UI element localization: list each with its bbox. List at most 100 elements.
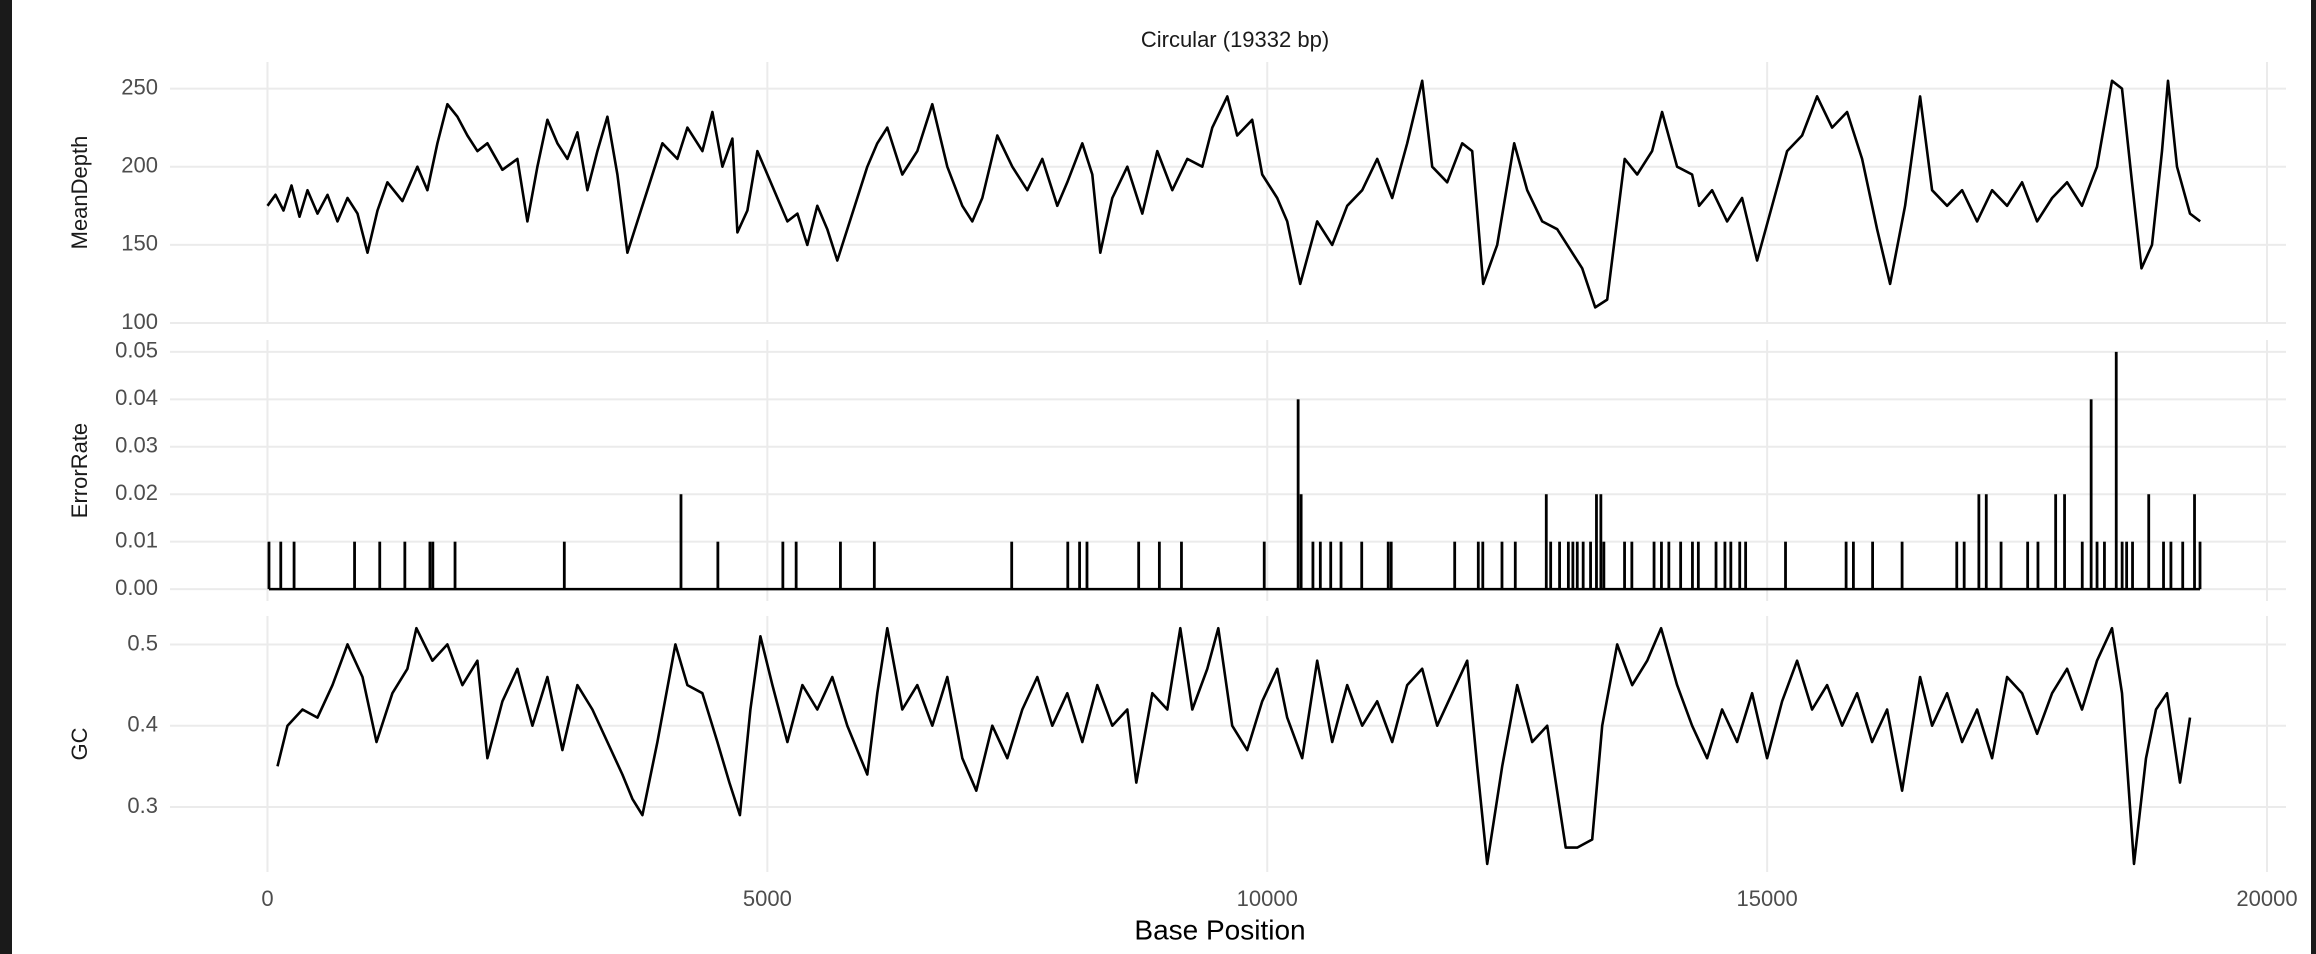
spike <box>453 541 457 590</box>
spike <box>2026 541 2030 590</box>
data-line <box>266 79 2201 309</box>
spike <box>1696 541 1700 590</box>
spike <box>1738 541 1742 590</box>
spike <box>292 541 296 590</box>
spike <box>1844 541 1848 590</box>
spike <box>1581 541 1585 590</box>
spike <box>1386 541 1390 590</box>
data-line <box>276 626 2192 866</box>
spike <box>1589 541 1592 590</box>
spike <box>2080 541 2084 590</box>
x-tick-label: 10000 <box>1237 886 1298 911</box>
spike <box>1329 541 1333 590</box>
spike <box>1476 541 1480 590</box>
spike <box>1296 399 1300 590</box>
spike <box>1955 541 1959 590</box>
y-tick-label: 250 <box>121 74 158 99</box>
y-tick-label: 200 <box>121 153 158 178</box>
spike <box>1500 541 1504 590</box>
spike <box>562 541 566 590</box>
spike <box>1984 494 1988 590</box>
spike <box>1595 494 1598 590</box>
spike <box>1571 541 1575 590</box>
spike <box>1010 541 1014 590</box>
y-tick-label: 0.3 <box>127 793 158 818</box>
spike <box>2114 351 2118 590</box>
y-tick-label: 0.01 <box>115 527 158 552</box>
spike <box>1318 541 1322 590</box>
spike <box>2089 399 2093 590</box>
spike <box>2120 541 2124 590</box>
y-tick-label: 150 <box>121 231 158 256</box>
spike <box>716 541 720 590</box>
spike <box>2193 494 2196 590</box>
spike <box>2095 541 2099 590</box>
spike <box>1999 541 2003 590</box>
spike <box>1852 541 1855 590</box>
spike <box>403 541 407 590</box>
spike <box>353 541 356 590</box>
x-tick-label: 0 <box>261 886 273 911</box>
spike <box>1311 541 1315 590</box>
spike <box>1623 541 1626 590</box>
spike <box>1566 541 1570 590</box>
spike <box>1299 494 1303 590</box>
spike <box>2131 541 2134 590</box>
y-axis-label: GC <box>67 727 92 760</box>
spike <box>2054 494 2058 590</box>
chart-title: Circular (19332 bp) <box>1141 27 1329 52</box>
spike <box>1481 541 1485 590</box>
spike <box>1871 541 1874 590</box>
spike <box>1078 541 1081 590</box>
spike <box>1784 541 1787 590</box>
spike <box>428 541 432 590</box>
spike <box>1962 541 1966 590</box>
spike <box>279 541 283 590</box>
y-axis-label: MeanDepth <box>67 136 92 250</box>
spike <box>1544 494 1548 590</box>
spike <box>2162 541 2165 590</box>
spike <box>1723 541 1727 590</box>
y-tick-label: 0.5 <box>127 630 158 655</box>
spike <box>1977 494 1981 590</box>
y-tick-label: 100 <box>121 309 158 334</box>
spike <box>839 541 842 590</box>
spike <box>1180 541 1183 590</box>
y-tick-label: 0.04 <box>115 385 158 410</box>
spike <box>1667 541 1671 590</box>
spike <box>1729 541 1733 590</box>
spike <box>1599 494 1603 590</box>
spike <box>1679 541 1683 590</box>
y-tick-label: 0.05 <box>115 338 158 363</box>
spike <box>1558 541 1561 590</box>
spike <box>2063 494 2066 590</box>
spike <box>1652 541 1656 590</box>
spike <box>1549 541 1553 590</box>
spike <box>1630 541 1634 590</box>
x-tick-label: 20000 <box>2236 886 2297 911</box>
window-edge <box>2311 0 2316 954</box>
spike <box>781 541 785 590</box>
spike <box>1066 541 1070 590</box>
y-tick-label: 0.00 <box>115 575 158 600</box>
spike <box>2169 541 2173 590</box>
spike <box>1660 541 1663 590</box>
y-tick-label: 0.4 <box>127 712 158 737</box>
spike <box>1513 541 1517 590</box>
spike <box>1714 541 1718 590</box>
spike <box>2036 541 2040 590</box>
spike <box>872 541 876 590</box>
spike <box>2103 541 2106 590</box>
y-axis-label: ErrorRate <box>67 423 92 518</box>
spike <box>1389 541 1393 590</box>
spike <box>1900 541 1904 590</box>
y-tick-label: 0.02 <box>115 480 158 505</box>
spike <box>267 541 271 590</box>
spike <box>794 541 798 590</box>
spike <box>1691 541 1694 590</box>
spike <box>2147 494 2151 590</box>
spike <box>679 494 683 590</box>
spike <box>2125 541 2129 590</box>
